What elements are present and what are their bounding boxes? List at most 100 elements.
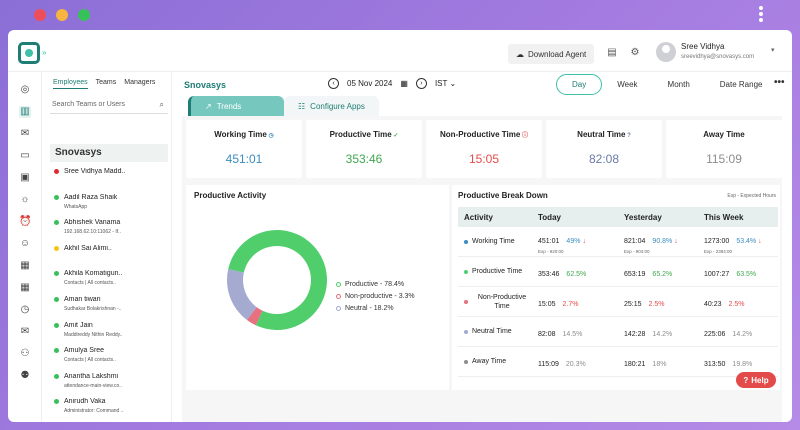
list-item[interactable]: Akhil Sai Alimi.. bbox=[54, 245, 169, 271]
user-avatar[interactable] bbox=[656, 42, 676, 62]
org-name[interactable]: Snovasys bbox=[50, 144, 168, 162]
week-value: 40:23 bbox=[704, 300, 722, 308]
view-tabs: ↗ Trends ☷ Configure Apps bbox=[188, 96, 379, 116]
window-menu-icon[interactable] bbox=[758, 4, 764, 24]
search-input[interactable]: Search Teams or Users ⌕ bbox=[50, 96, 168, 114]
employee-name-row: Amit Jain bbox=[54, 322, 169, 329]
settings-gear-icon[interactable]: ⚙ bbox=[630, 47, 640, 58]
more-options-icon[interactable]: ••• bbox=[774, 77, 785, 88]
legend-label: Productive - 78.4% bbox=[345, 281, 405, 288]
today-value: 115:09 bbox=[538, 360, 559, 368]
stat-card: Productive Time ✓ 353:46 bbox=[306, 120, 422, 178]
activity-name: Non-Productive Time bbox=[477, 293, 527, 310]
tab-teams[interactable]: Teams bbox=[95, 79, 117, 86]
list-item[interactable]: Abhishek Vanama 192.168.62.10:11062 - If.… bbox=[54, 219, 169, 245]
search-placeholder: Search Teams or Users bbox=[52, 101, 126, 108]
table-cell-yesterday: 653:19 65.2% bbox=[624, 263, 704, 281]
tab-employees[interactable]: Employees bbox=[53, 79, 88, 89]
monitor-icon[interactable]: ▭ bbox=[20, 150, 30, 161]
header-this-week: This Week bbox=[704, 212, 744, 222]
table-cell-today: 15:05 2.7% bbox=[538, 293, 624, 311]
list-item[interactable]: Anantha Lakshmi attendance-main-view.co.. bbox=[54, 373, 169, 399]
target-icon[interactable]: ◎ bbox=[20, 84, 30, 95]
donut-slice-neutral[interactable] bbox=[227, 269, 257, 320]
prev-date-icon[interactable]: ‹ bbox=[328, 78, 339, 89]
maximize-window-dot[interactable] bbox=[78, 9, 90, 21]
user-icon[interactable]: ☺ bbox=[19, 238, 31, 249]
clock-icon[interactable]: ◷ bbox=[20, 304, 30, 315]
team-icon[interactable]: ⚉ bbox=[20, 370, 30, 381]
expand-sidebar-icon[interactable]: » bbox=[42, 48, 47, 57]
list-item[interactable]: Sree Vidhya Madd.. bbox=[54, 168, 169, 194]
donut-slice-non-productive[interactable] bbox=[246, 307, 263, 326]
week-value: 1273:00 bbox=[704, 237, 730, 245]
list-item[interactable]: Akhila Komatigun.. Contacts | All contact… bbox=[54, 270, 169, 296]
list-item[interactable]: Aman tiwari Sudhakar Bolakrishnan -.. bbox=[54, 296, 169, 322]
alarm-icon[interactable]: ⏰ bbox=[19, 216, 32, 227]
employee-name: Amulya Sree bbox=[64, 347, 105, 355]
tab-configure-apps[interactable]: ☷ Configure Apps bbox=[284, 96, 379, 116]
search-icon[interactable]: ⌕ bbox=[159, 100, 164, 109]
user-menu-chevron-down-icon[interactable]: ▾ bbox=[771, 47, 775, 54]
employee-name: Aadil Raza Shaik bbox=[64, 193, 118, 201]
stat-label: Productive Time bbox=[329, 130, 392, 139]
list-item[interactable]: Anirudh Vaka Administrator: Command .. bbox=[54, 398, 169, 422]
mail-box-icon[interactable]: ✉ bbox=[20, 128, 30, 139]
calendar-picker-icon[interactable]: ▦ bbox=[400, 79, 408, 88]
briefcase-icon[interactable]: ▦ bbox=[20, 260, 30, 271]
employee-name: Amit Jain bbox=[64, 321, 93, 329]
download-agent-button[interactable]: ☁ Download Agent bbox=[508, 44, 595, 64]
donut-slice-productive[interactable] bbox=[228, 230, 327, 330]
org-chart-icon[interactable]: ⚇ bbox=[20, 348, 30, 359]
tab-managers[interactable]: Managers bbox=[124, 79, 156, 86]
today-percent: 20.3% bbox=[565, 360, 586, 368]
list-item[interactable]: Aadil Raza Shaik WhatsApp bbox=[54, 194, 169, 220]
yesterday-percent: 18% bbox=[652, 360, 667, 368]
bulb-icon[interactable]: ☼ bbox=[20, 194, 30, 205]
week-percent: 53.4% bbox=[736, 237, 757, 245]
app-logo-icon[interactable] bbox=[18, 42, 40, 64]
tab-date-range[interactable]: Date Range bbox=[719, 80, 763, 89]
today-percent: 2.7% bbox=[562, 300, 579, 308]
employee-name-row: Akhil Sai Alimi.. bbox=[54, 245, 169, 252]
close-window-dot[interactable] bbox=[34, 9, 46, 21]
week-value: 313:50 bbox=[704, 360, 726, 368]
header-yesterday: Yesterday bbox=[624, 212, 662, 222]
list-item[interactable]: Amit Jain Maddireddy Nithin Reddy.. bbox=[54, 322, 169, 348]
status-dot-icon bbox=[54, 373, 59, 379]
employee-name: Sree Vidhya Madd.. bbox=[64, 168, 126, 175]
legend-item[interactable]: Neutral - 18.2% bbox=[336, 305, 415, 312]
document-icon[interactable]: ▤ bbox=[607, 47, 617, 58]
envelope-icon[interactable]: ✉ bbox=[20, 326, 30, 337]
table-cell-week: 225:06 14.2% bbox=[704, 323, 778, 341]
dashboard-icon[interactable]: ▥ bbox=[19, 106, 31, 118]
employee-activity: WhatsApp bbox=[64, 203, 88, 210]
employee-name-row: Anirudh Vaka bbox=[54, 398, 169, 405]
activity-cell: Away Time bbox=[458, 358, 538, 365]
legend-label: Neutral - 18.2% bbox=[345, 305, 394, 312]
productive-breakdown-card: Productive Break Down Exp - Expected Hou… bbox=[452, 185, 780, 390]
tab-day[interactable]: Day bbox=[556, 74, 603, 95]
calendar-icon[interactable]: ▦ bbox=[20, 282, 30, 293]
stat-label-row: Away Time bbox=[666, 130, 782, 139]
table-row: Productive Time 353:46 62.5% 653:19 65.2% 100… bbox=[458, 257, 778, 287]
legend-item[interactable]: Productive - 78.4% bbox=[336, 281, 415, 288]
nav-rail: ◎ ▥ ✉ ▭ ▣ ☼ ⏰ ☺ ▦ ▦ ◷ ✉ ⚇ ⚉ bbox=[8, 72, 42, 422]
tab-month[interactable]: Month bbox=[667, 80, 690, 89]
tv-icon[interactable]: ▣ bbox=[20, 172, 30, 183]
minimize-window-dot[interactable] bbox=[56, 9, 68, 21]
status-dot-icon bbox=[54, 169, 59, 174]
today-value: 451:01 bbox=[538, 237, 560, 245]
next-date-icon[interactable]: › bbox=[415, 78, 427, 89]
tab-week[interactable]: Week bbox=[617, 80, 638, 89]
help-circle-icon: ? bbox=[625, 133, 631, 139]
tab-trends[interactable]: ↗ Trends bbox=[188, 96, 284, 116]
help-button[interactable]: ? Help bbox=[736, 372, 776, 388]
legend-item[interactable]: Non-productive - 3.3% bbox=[336, 293, 415, 300]
header-activity: Activity bbox=[464, 212, 493, 222]
table-cell-week: 1273:00 53.4% ↓ Exp - 2384:00 bbox=[704, 230, 778, 254]
timezone-select[interactable]: IST ⌄ bbox=[434, 79, 457, 88]
week-value: 225:06 bbox=[704, 330, 726, 338]
list-item[interactable]: Amulya Sree Contacts | All contacts.. bbox=[54, 347, 169, 373]
page-title: Snovasys bbox=[184, 80, 227, 90]
